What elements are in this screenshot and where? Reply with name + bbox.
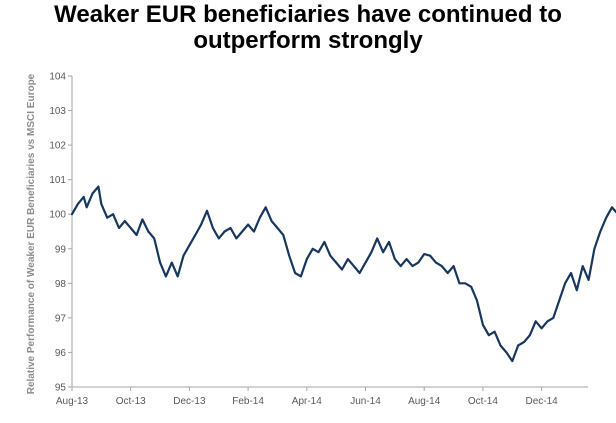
y-tick-label: 100 bbox=[49, 210, 66, 221]
y-tick-label: 101 bbox=[49, 175, 66, 186]
x-tick-label: Aug-14 bbox=[408, 396, 441, 407]
chart-axes bbox=[71, 76, 588, 388]
x-tick-label: Feb-14 bbox=[232, 396, 264, 407]
y-tick-label: 103 bbox=[49, 106, 66, 117]
y-tick-label: 102 bbox=[49, 141, 66, 152]
y-tick-label: 96 bbox=[55, 348, 67, 359]
x-tick-label: Apr-14 bbox=[292, 396, 322, 407]
x-tick-label: Oct-14 bbox=[468, 396, 498, 407]
x-tick-label: Aug-13 bbox=[56, 396, 89, 407]
x-tick-label: Oct-13 bbox=[116, 396, 146, 407]
x-tick-label: Jun-14 bbox=[350, 396, 381, 407]
y-axis-label: Relative Performance of Weaker EUR Benef… bbox=[26, 73, 37, 394]
y-tick-label: 95 bbox=[55, 383, 67, 394]
y-tick-label: 104 bbox=[49, 72, 66, 83]
x-tick-label: Dec-13 bbox=[173, 396, 206, 407]
chart-title-line-1: Weaker EUR beneficiaries have continued … bbox=[54, 1, 562, 28]
chart-ticks: 95 96 97 98 99 100 101 102 103 104 Aug-13 Oct-13 Dec… bbox=[49, 72, 558, 408]
chart-title: Weaker EUR beneficiaries have continued … bbox=[0, 2, 616, 54]
chart-series bbox=[70, 185, 616, 363]
series-line bbox=[70, 185, 616, 363]
y-tick-label: 99 bbox=[55, 244, 67, 255]
x-tick-label: Dec-14 bbox=[525, 396, 558, 407]
y-tick-label: 97 bbox=[55, 313, 67, 324]
chart-title-line-2: outperform strongly bbox=[193, 27, 423, 54]
y-tick-label: 98 bbox=[55, 279, 67, 290]
